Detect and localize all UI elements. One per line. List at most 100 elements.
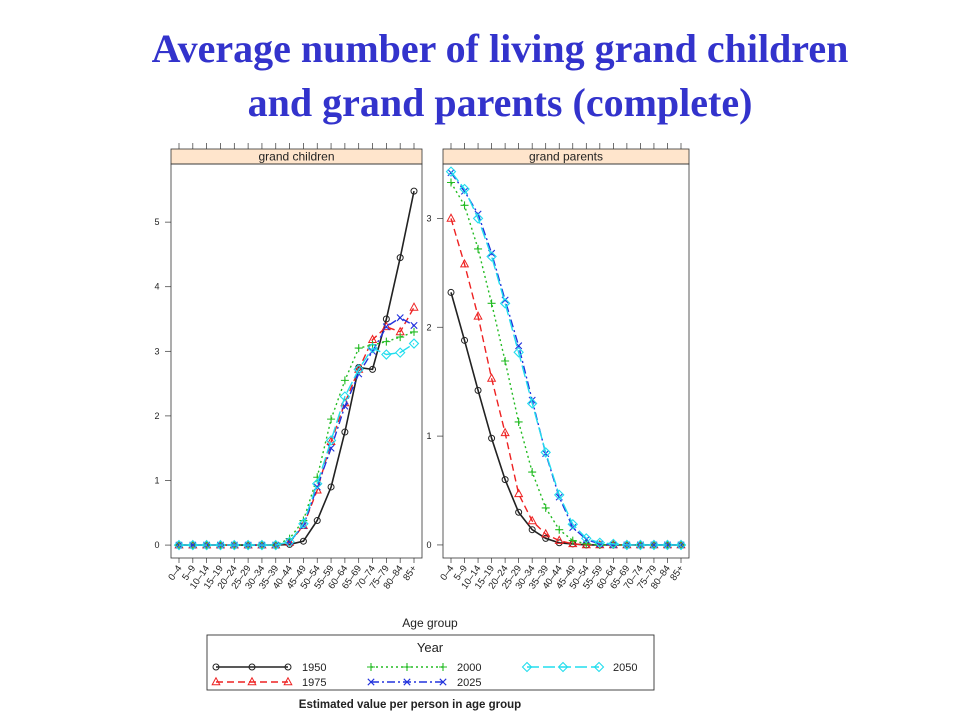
legend-frame <box>206 634 655 691</box>
data-point <box>675 539 687 551</box>
data-point <box>461 336 469 344</box>
legend-marker <box>212 663 220 671</box>
data-point <box>447 178 455 187</box>
data-point <box>382 323 390 331</box>
data-point <box>514 488 524 498</box>
panel-grand-parents: grand parents01230–45–910–1415–1920–2425… <box>426 143 690 591</box>
data-point <box>327 415 336 424</box>
data-point <box>526 398 538 409</box>
data-point <box>396 254 404 262</box>
data-point <box>187 539 199 551</box>
data-point <box>554 535 564 544</box>
data-point <box>568 538 578 548</box>
legend-marker <box>248 663 256 671</box>
data-point <box>256 539 268 551</box>
data-point <box>284 536 295 548</box>
series-line <box>179 331 415 546</box>
legend-entry-2025: 2025 <box>367 677 481 689</box>
legend-marker <box>439 663 447 671</box>
data-point <box>553 489 565 501</box>
data-point <box>609 541 617 549</box>
data-point <box>201 539 212 551</box>
data-point <box>298 518 309 530</box>
data-point <box>594 537 606 549</box>
legend-title: Year <box>417 640 444 655</box>
x-axis-title: Age group <box>402 616 458 630</box>
series-line <box>450 172 681 546</box>
y-tick-label: 0 <box>426 540 431 550</box>
series-2025 <box>175 314 418 549</box>
legend-label: 1950 <box>302 662 326 674</box>
data-point <box>284 537 295 546</box>
data-point <box>410 327 418 336</box>
data-point <box>408 338 420 349</box>
x-tick-label: 85+ <box>401 563 420 583</box>
legend-marker <box>283 676 293 686</box>
y-tick-label: 2 <box>426 322 431 332</box>
legend-label: 2000 <box>457 662 481 674</box>
series-2000 <box>447 178 685 549</box>
legend-marker <box>367 678 375 686</box>
data-point <box>515 508 523 516</box>
legend-entry-1950: 1950 <box>212 662 326 674</box>
legend-entry-2050: 2050 <box>521 661 637 674</box>
legend-marker <box>403 663 411 671</box>
data-point <box>542 534 550 542</box>
data-point <box>459 183 470 195</box>
data-point <box>410 187 418 195</box>
data-point <box>242 539 254 551</box>
data-point <box>474 244 483 253</box>
series-2050 <box>445 166 687 551</box>
y-tick-label: 0 <box>154 540 159 550</box>
y-tick-label: 5 <box>154 217 159 227</box>
data-point <box>501 476 509 484</box>
data-point <box>410 321 418 330</box>
legend-marker <box>247 676 257 686</box>
legend-marker <box>284 663 292 671</box>
data-point <box>311 478 323 489</box>
data-point <box>396 333 405 342</box>
legend-label: 2025 <box>457 677 481 689</box>
data-point <box>514 417 523 426</box>
data-point <box>501 357 510 365</box>
data-point <box>648 539 660 551</box>
data-point <box>499 298 511 309</box>
data-point <box>541 528 551 538</box>
data-point <box>354 344 363 353</box>
data-point <box>528 468 537 477</box>
series-line <box>450 182 681 546</box>
data-point <box>569 523 577 532</box>
data-point <box>528 526 536 534</box>
data-point <box>270 539 282 551</box>
legend: Year 1950 1975 2000 2025 2050 <box>206 634 655 691</box>
data-point <box>339 391 351 402</box>
legend-marker <box>439 678 447 686</box>
data-point <box>299 537 307 545</box>
slide-title: Average number of living grand children … <box>0 22 960 130</box>
data-point <box>541 503 550 512</box>
legend-marker <box>403 678 411 686</box>
data-point <box>581 533 592 544</box>
y-tick-label: 4 <box>154 282 159 292</box>
data-point <box>473 311 483 320</box>
data-point <box>396 314 404 322</box>
series-line <box>450 292 681 546</box>
series-line <box>179 316 415 546</box>
y-tick-label: 3 <box>426 213 431 223</box>
series-line <box>450 171 681 546</box>
data-point <box>341 428 349 436</box>
panel-grand-children: grand children0123450–45–910–1415–1920–2… <box>154 143 423 591</box>
data-point <box>582 535 590 544</box>
data-point <box>381 321 391 331</box>
data-point <box>409 302 419 311</box>
data-point <box>460 201 469 210</box>
data-point <box>527 515 537 525</box>
x-tick-label: 85+ <box>668 563 687 583</box>
y-tick-label: 2 <box>154 411 159 421</box>
data-point <box>445 166 457 177</box>
data-point <box>447 288 455 296</box>
plot-frame <box>170 163 423 559</box>
data-point <box>568 536 577 545</box>
data-point <box>353 364 364 375</box>
data-point <box>486 373 497 382</box>
